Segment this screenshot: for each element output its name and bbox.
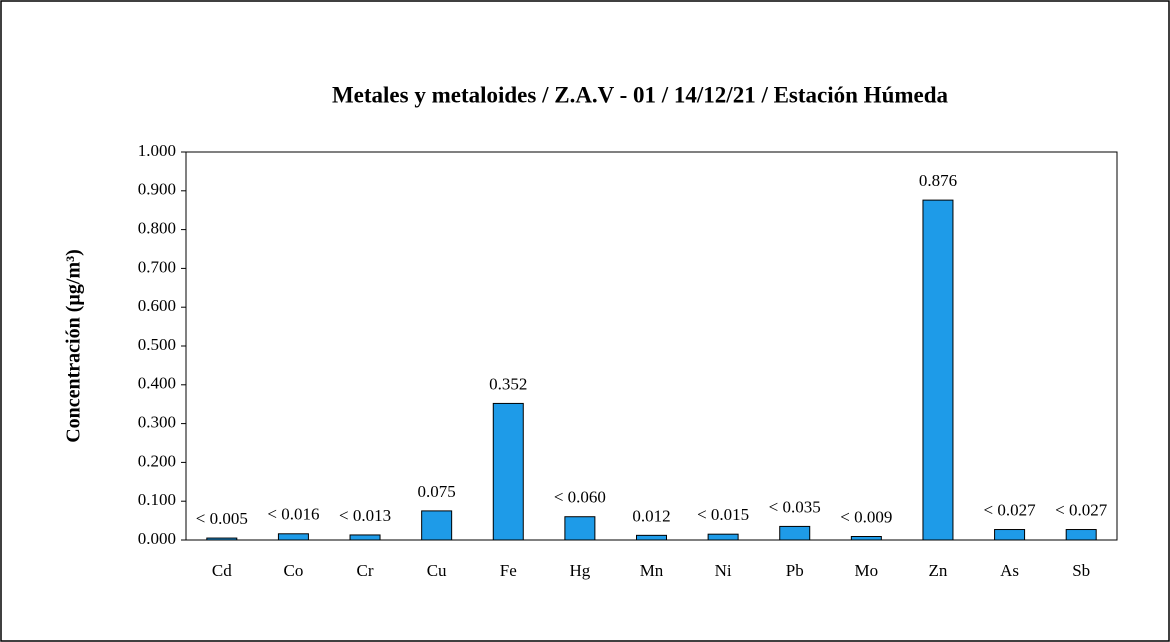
y-tick-label: 0.100 <box>138 490 176 509</box>
bar <box>850 536 882 541</box>
value-label: < 0.027 <box>1055 500 1108 519</box>
value-label: 0.075 <box>418 482 456 501</box>
bar <box>277 533 309 541</box>
bar <box>707 533 739 541</box>
value-label: < 0.060 <box>554 488 606 507</box>
y-tick-label: 0.400 <box>138 374 176 393</box>
y-tick-label: 0.600 <box>138 296 176 315</box>
value-label: 0.012 <box>632 506 670 525</box>
x-tick-label: Sb <box>1072 561 1090 580</box>
x-tick-label: Zn <box>929 561 948 580</box>
value-label: < 0.009 <box>840 507 892 526</box>
x-tick-label: Cr <box>357 561 374 580</box>
y-axis-label: Concentración (µg/m³) <box>63 249 85 443</box>
x-tick-label: Mn <box>640 561 664 580</box>
bar <box>564 516 596 541</box>
y-tick-label: 0.900 <box>138 180 176 199</box>
bar <box>492 402 524 541</box>
value-label: 0.352 <box>489 374 527 393</box>
y-tick-label: 0.300 <box>138 413 176 432</box>
bar <box>421 510 453 541</box>
y-tick-label: 0.500 <box>138 335 176 354</box>
x-tick-label: As <box>1000 561 1019 580</box>
bar <box>206 537 238 541</box>
y-tick-label: 0.200 <box>138 451 176 470</box>
y-tick-label: 1.000 <box>138 141 176 160</box>
bar <box>994 529 1026 541</box>
x-tick-label: Fe <box>500 561 517 580</box>
bar <box>779 525 811 541</box>
y-tick-label: 0.000 <box>138 529 176 548</box>
value-label: 0.876 <box>919 171 957 190</box>
value-label: < 0.035 <box>769 497 821 516</box>
bar <box>349 534 381 541</box>
x-tick-label: Mo <box>855 561 879 580</box>
x-tick-label: Cd <box>212 561 232 580</box>
x-tick-label: Pb <box>786 561 804 580</box>
x-tick-label: Co <box>284 561 304 580</box>
value-label: < 0.015 <box>697 505 749 524</box>
bar <box>1065 529 1097 541</box>
x-tick-label: Cu <box>427 561 447 580</box>
y-tick-label: 0.800 <box>138 219 176 238</box>
x-tick-label: Hg <box>569 561 590 580</box>
bar <box>636 534 667 541</box>
value-label: < 0.027 <box>984 500 1037 519</box>
x-tick-label: Ni <box>715 561 732 580</box>
bar <box>922 199 954 541</box>
value-label: < 0.005 <box>196 509 248 528</box>
value-label: < 0.013 <box>339 506 391 525</box>
chart-title: Metales y metaloides / Z.A.V - 01 / 14/1… <box>332 82 949 107</box>
value-label: < 0.016 <box>267 505 319 524</box>
y-tick-label: 0.700 <box>138 257 176 276</box>
